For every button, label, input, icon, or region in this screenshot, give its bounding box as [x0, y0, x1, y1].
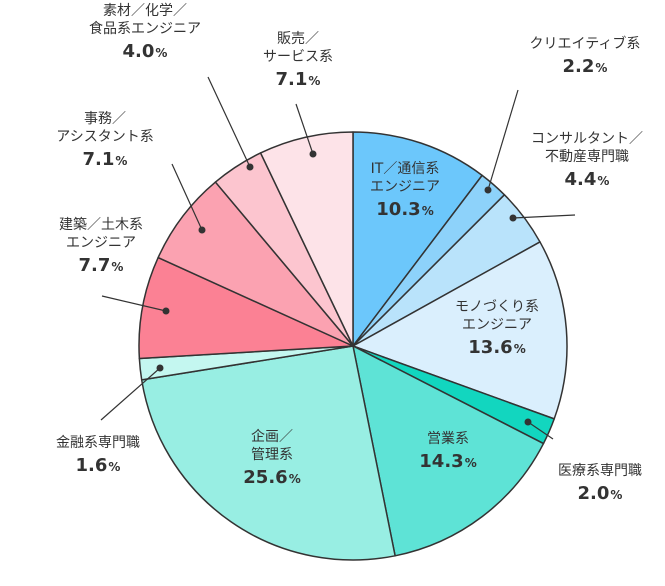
slice-value: 14.3% [388, 450, 508, 473]
leader-dot-finance [156, 364, 164, 372]
pie-slice-construction [138, 256, 354, 360]
slice-label-planning: 企画／ 管理系 25.6% [212, 428, 332, 490]
slice-value-number: 7.7 [78, 255, 111, 277]
slice-label-text: 営業系 [427, 431, 469, 447]
slice-value-unit: % [421, 204, 434, 219]
pie-slice-sales [352, 345, 545, 557]
slice-value: 7.1% [30, 148, 180, 171]
slice-value-number: 4.0 [122, 41, 155, 63]
slice-value-number: 7.1 [82, 149, 115, 171]
slice-label-construction: 建築／土木系 エンジニア 7.7% [26, 216, 176, 278]
leader-dot-materials [246, 163, 254, 171]
slice-value-unit: % [597, 174, 610, 189]
leader-line-construction [101, 295, 167, 312]
slice-value: 2.2% [500, 55, 665, 78]
slice-label-monozukuri: モノづくり系 エンジニア 13.6% [427, 298, 567, 360]
slice-value-unit: % [308, 74, 321, 89]
leader-dot-retail [309, 150, 317, 158]
slice-value-unit: % [464, 456, 477, 471]
slice-label-text: アシスタント系 [56, 129, 154, 146]
slice-value-number: 10.3 [376, 199, 421, 221]
pie-slice-retail [259, 131, 354, 347]
leader-line-consultant [512, 214, 576, 219]
leader-line-retail [295, 103, 314, 155]
slice-value: 1.6% [33, 454, 163, 477]
slice-value-number: 1.6 [75, 455, 108, 477]
leader-line-office [171, 163, 203, 231]
slice-label-text: クリエイティブ系 [529, 36, 641, 52]
leader-line-materials [207, 76, 251, 168]
slice-value-unit: % [155, 46, 168, 61]
slice-value: 7.1% [223, 68, 373, 91]
slice-value-unit: % [288, 472, 301, 487]
leader-line-creative [487, 89, 519, 191]
slice-value-number: 14.3 [419, 451, 464, 473]
pie-slice-monozukuri [352, 241, 568, 420]
slice-value-unit: % [610, 488, 623, 503]
leader-dot-office [198, 226, 206, 234]
slice-label-office: 事務／ アシスタント系 7.1% [30, 110, 180, 172]
slice-label-text: 不動産専門職 [545, 149, 629, 166]
pie-slice-it [352, 131, 483, 347]
slice-value: 4.0% [60, 40, 230, 63]
slice-label-text: 事務／ [84, 111, 126, 127]
slice-label-text: エンジニア [66, 235, 136, 252]
slice-value: 10.3% [345, 198, 465, 221]
leader-dot-consultant [509, 214, 517, 222]
slice-label-materials: 素材／化学／ 食品系エンジニア 4.0% [60, 2, 230, 64]
slice-label-text: 素材／化学／ [103, 3, 187, 19]
slice-label-medical: 医療系専門職 2.0% [530, 462, 665, 506]
slice-value-number: 7.1 [275, 69, 308, 91]
slice-label-text: コンサルタント／ [531, 131, 643, 147]
slice-value-unit: % [111, 260, 124, 275]
slice-label-text: 医療系専門職 [558, 463, 642, 479]
slice-label-text: 管理系 [251, 447, 293, 464]
leader-line-finance [100, 367, 161, 421]
slice-value-number: 13.6 [468, 337, 513, 359]
pie-slice-planning [140, 345, 396, 561]
leader-dot-construction [162, 307, 170, 315]
slice-label-text: エンジニア [370, 179, 440, 196]
slice-label-text: IT／通信系 [370, 161, 440, 177]
slice-value-number: 2.2 [562, 56, 595, 78]
slice-value-unit: % [108, 460, 121, 475]
slice-value-number: 4.4 [564, 169, 597, 191]
slice-label-text: サービス系 [263, 49, 333, 66]
leader-dot-creative [484, 186, 492, 194]
slice-label-text: エンジニア [462, 317, 532, 334]
slice-value: 13.6% [427, 336, 567, 359]
slice-value-unit: % [115, 154, 128, 169]
slice-label-text: 食品系エンジニア [89, 21, 201, 38]
slice-value: 7.7% [26, 254, 176, 277]
slice-value: 25.6% [212, 466, 332, 489]
slice-label-sales: 営業系 14.3% [388, 430, 508, 474]
leader-dot-medical [524, 418, 532, 426]
slice-label-text: 金融系専門職 [56, 435, 140, 451]
leader-line-medical [527, 421, 554, 440]
slice-label-it: IT／通信系 エンジニア 10.3% [345, 160, 465, 222]
slice-label-finance: 金融系専門職 1.6% [33, 434, 163, 478]
slice-value-unit: % [513, 342, 526, 357]
slice-value: 2.0% [530, 482, 665, 505]
slice-label-consultant: コンサルタント／ 不動産専門職 4.4% [502, 130, 665, 192]
slice-value-number: 2.0 [577, 483, 610, 505]
slice-label-retail: 販売／ サービス系 7.1% [223, 30, 373, 92]
slice-label-text: 販売／ [277, 31, 319, 47]
slice-value: 4.4% [502, 168, 665, 191]
slice-label-text: モノづくり系 [455, 299, 539, 315]
slice-label-creative: クリエイティブ系 2.2% [500, 35, 665, 79]
slice-label-text: 建築／土木系 [59, 217, 143, 233]
slice-value-number: 25.6 [243, 467, 288, 489]
slice-label-text: 企画／ [251, 429, 293, 445]
slice-value-unit: % [595, 61, 608, 76]
